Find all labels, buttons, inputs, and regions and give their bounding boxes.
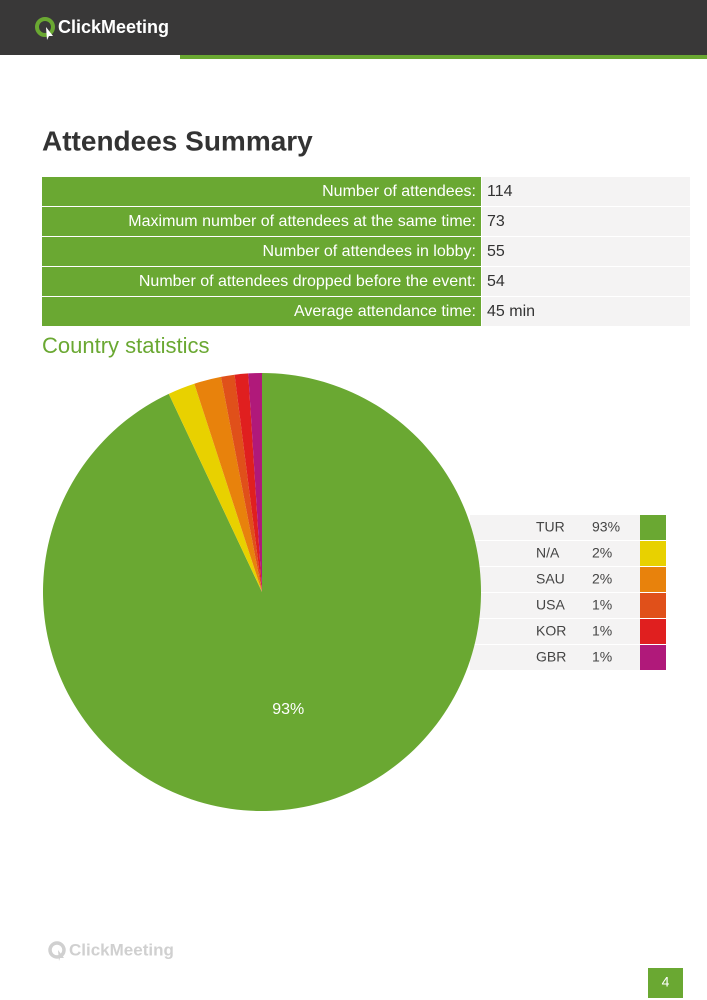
pie-slice — [168, 383, 262, 592]
row-label: Average attendance time: — [294, 303, 476, 320]
legend-value: 93% — [592, 519, 620, 535]
row-value: 114 — [487, 183, 513, 200]
value-cell — [482, 177, 690, 206]
value-cell — [482, 237, 690, 266]
value-cell — [482, 207, 690, 236]
row-label: Number of attendees dropped before the e… — [139, 273, 476, 290]
header-logo: ClickMeeting — [58, 17, 169, 37]
legend-value: 2% — [592, 545, 612, 561]
page-title: Attendees Summary — [42, 125, 313, 156]
legend-swatch — [640, 567, 666, 592]
legend-row — [470, 593, 640, 618]
legend-row — [470, 541, 640, 566]
row-value: 55 — [487, 243, 505, 260]
legend-row — [470, 619, 640, 644]
pie-slice — [234, 373, 262, 592]
legend-label: SAU — [536, 571, 565, 587]
legend-swatch — [640, 541, 666, 566]
legend-value: 2% — [592, 571, 612, 587]
value-cell — [482, 297, 690, 326]
legend-row — [470, 645, 640, 670]
row-value: 45 min — [487, 303, 535, 320]
legend-swatch — [640, 515, 666, 540]
legend-label: TUR — [536, 519, 565, 535]
label-cell — [42, 297, 481, 326]
row-value: 73 — [487, 213, 505, 230]
legend-label: N/A — [536, 545, 560, 561]
legend-value: 1% — [592, 649, 612, 665]
legend-label: USA — [536, 597, 565, 613]
row-label: Number of attendees: — [322, 183, 476, 200]
label-cell — [42, 207, 481, 236]
legend-swatch — [640, 619, 666, 644]
row-label: Number of attendees in lobby: — [263, 243, 476, 260]
label-cell — [42, 267, 481, 296]
value-cell — [482, 267, 690, 296]
legend-value: 1% — [592, 597, 612, 613]
pie-slice — [220, 374, 262, 592]
header-bar — [0, 0, 707, 55]
header-logo-icon — [35, 17, 55, 40]
label-cell — [42, 237, 481, 266]
label-cell — [42, 177, 481, 206]
pie-slice — [248, 373, 262, 592]
legend-row — [470, 567, 640, 592]
pie-slice — [194, 376, 262, 592]
legend-swatch — [640, 645, 666, 670]
row-label: Maximum number of attendees at the same … — [128, 213, 476, 230]
section-title: Country statistics — [42, 333, 210, 358]
legend-label: GBR — [536, 649, 566, 665]
pie-chart: 93% — [42, 373, 481, 811]
legend: TUR 93% N/A 2% SAU 2% USA 1% KOR 1% GBR 1% — [470, 515, 666, 670]
pie-slice — [42, 373, 481, 811]
footer-logo: ClickMeeting — [69, 940, 174, 959]
header-accent — [180, 55, 707, 59]
legend-row — [470, 515, 640, 540]
legend-swatch — [640, 593, 666, 618]
page-number-box — [648, 968, 683, 998]
legend-label: KOR — [536, 623, 566, 639]
row-value: 54 — [487, 273, 505, 290]
page-number: 4 — [662, 974, 670, 990]
footer-logo-icon — [48, 941, 66, 961]
slice-label: 93% — [272, 701, 304, 718]
summary-table: Number of attendees: 114 Maximum number of… — [42, 177, 690, 326]
legend-value: 1% — [592, 623, 612, 639]
